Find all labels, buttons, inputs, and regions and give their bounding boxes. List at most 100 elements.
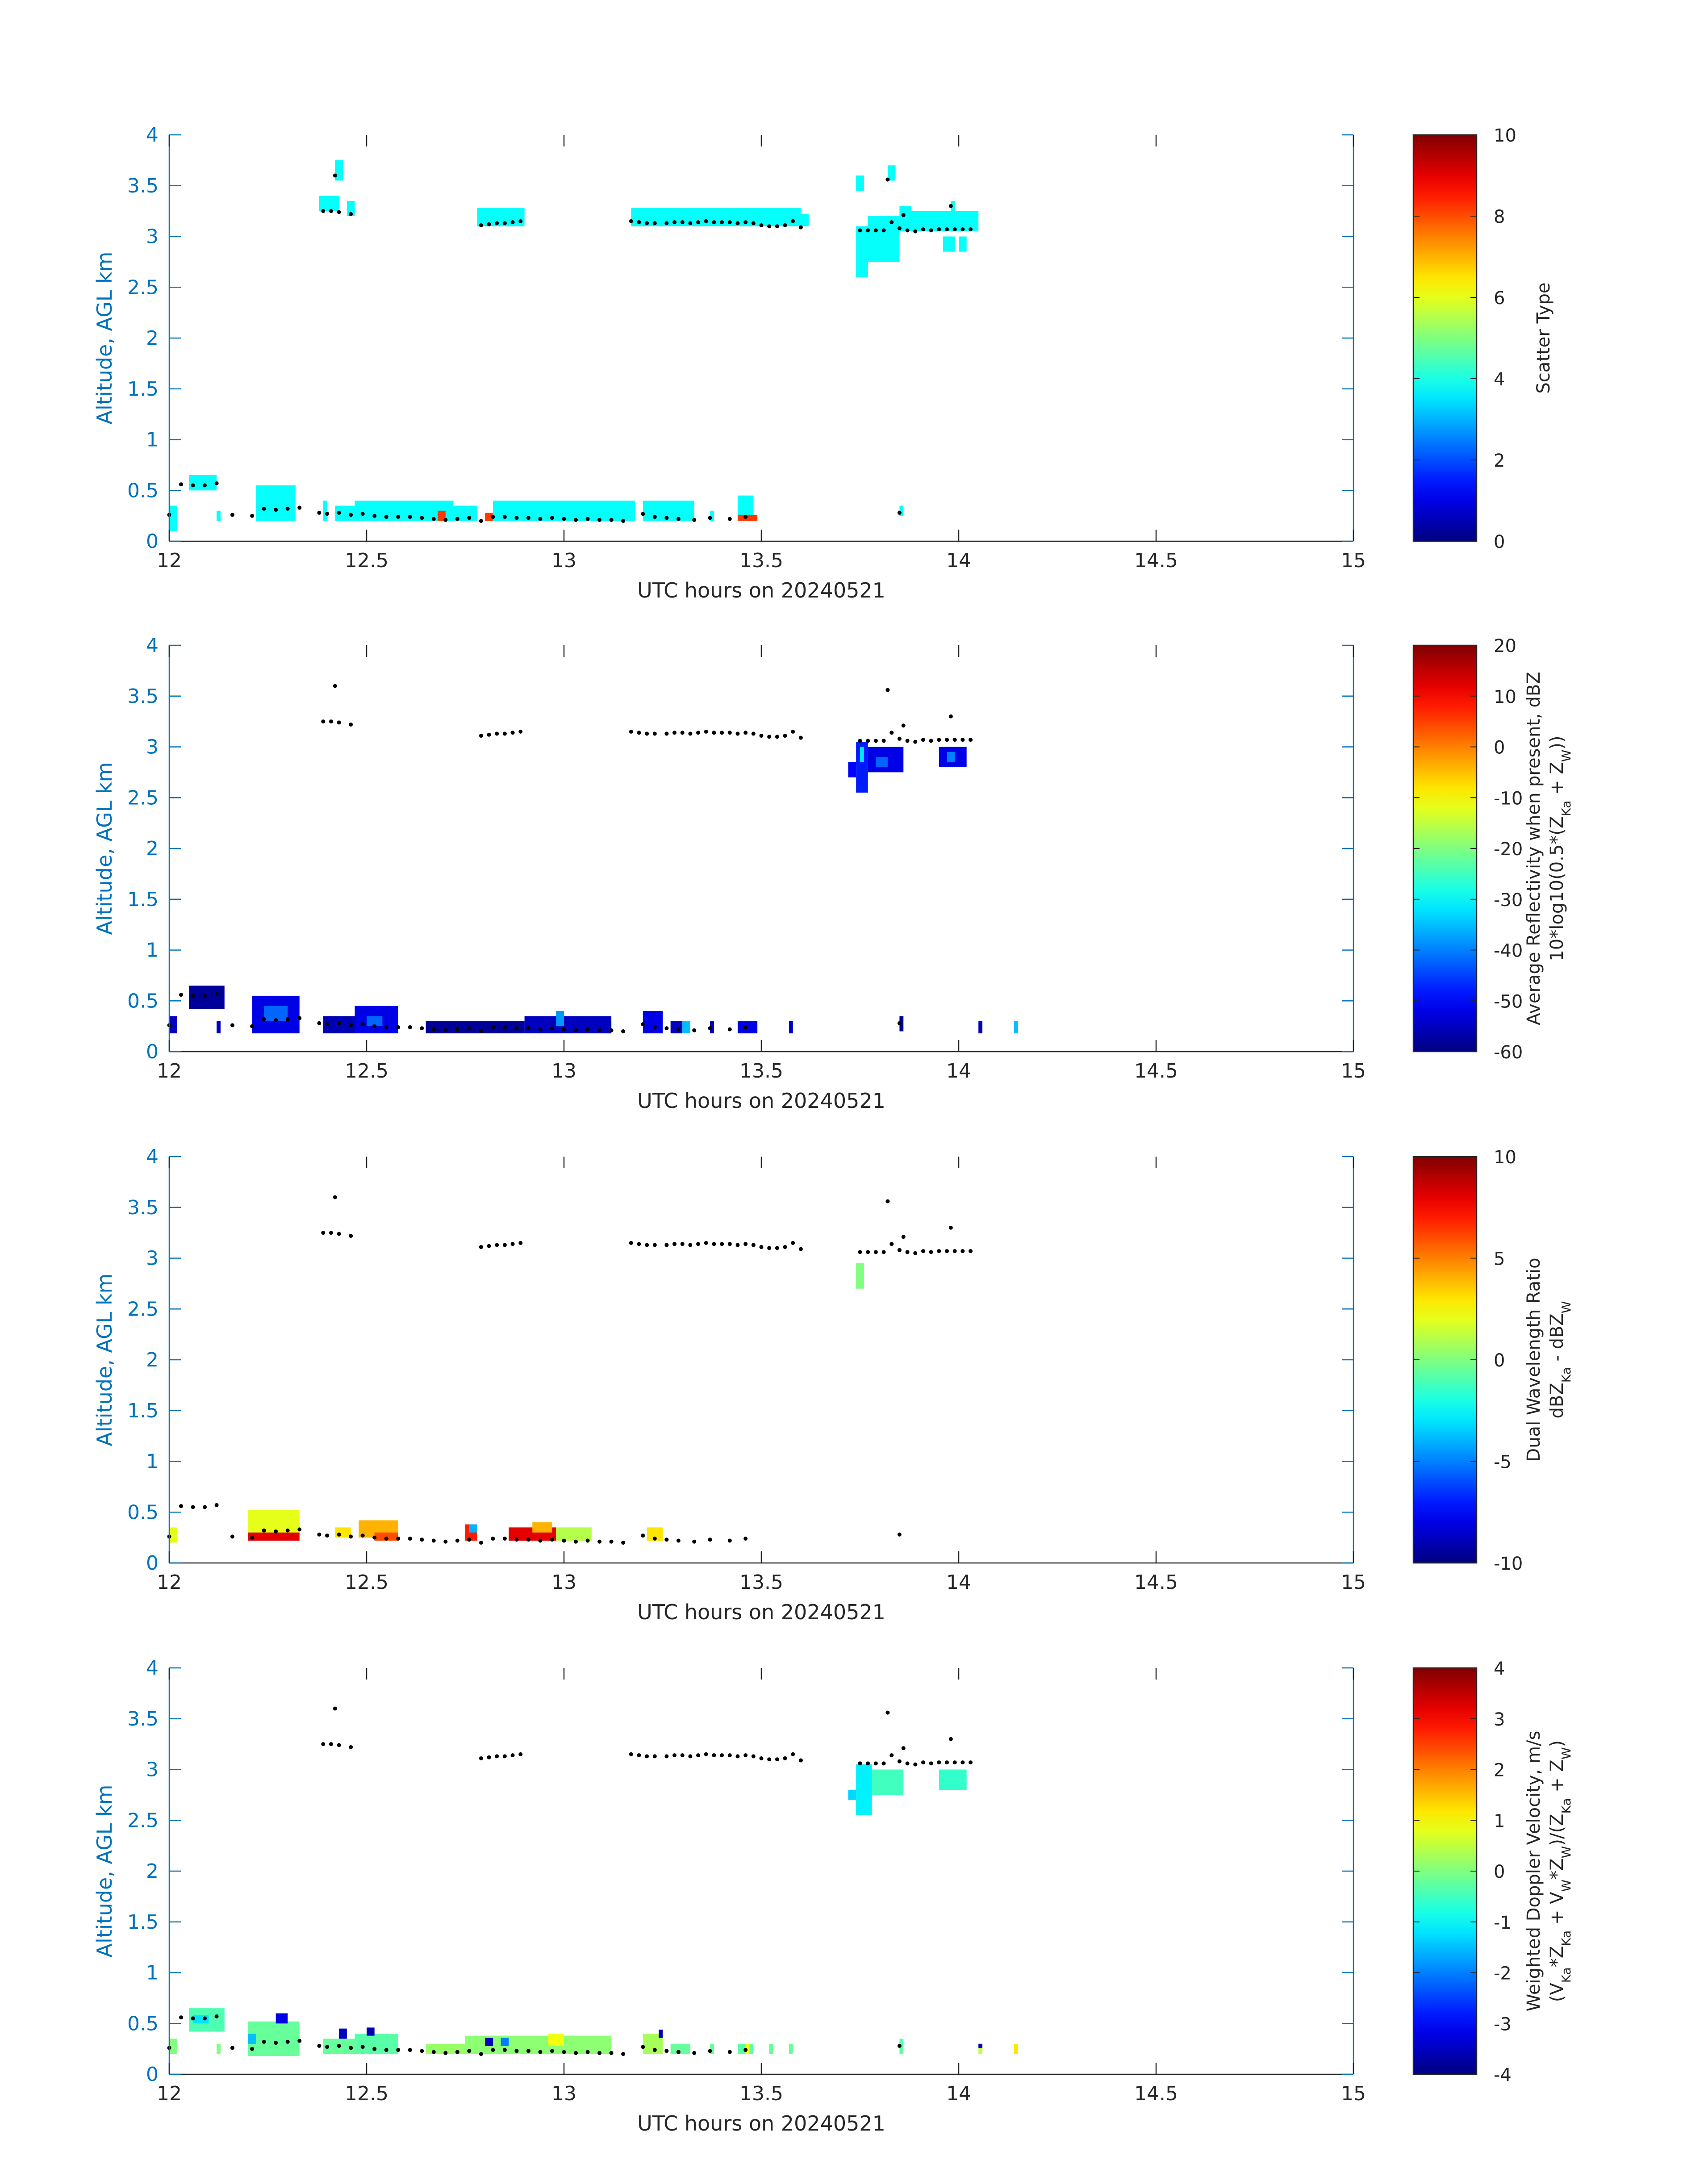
- y-tick-label: 0.5: [127, 990, 159, 1012]
- cloud-top-marker: [250, 2047, 255, 2051]
- cloud-top-marker: [652, 2047, 657, 2052]
- colorbar: -10 -5 0 5 10 Dual Wavelength Ratio dBZKa - dB…: [1412, 1147, 1574, 1574]
- cloud-top-marker: [274, 2040, 278, 2045]
- heatmap-cell: [501, 2038, 509, 2046]
- cloud-top-marker: [672, 731, 677, 735]
- cloud-top-marker: [467, 1026, 472, 1031]
- cloud-top-marker: [479, 2052, 483, 2056]
- cloud-top-marker: [897, 2043, 902, 2048]
- y-axis-label: Altitude, AGL km: [92, 1784, 117, 1957]
- cloud-top-marker: [767, 224, 772, 229]
- cloud-top-marker: [621, 2052, 626, 2056]
- cloud-top-marker: [885, 177, 890, 182]
- cloud-top-marker: [408, 514, 412, 519]
- heatmap-cell: [217, 1021, 221, 1034]
- colorbar-label: Scatter Type: [1533, 283, 1554, 394]
- cloud-top-marker: [641, 2045, 645, 2049]
- heatmap-cell: [959, 236, 967, 252]
- cloud-top-marker: [791, 1752, 795, 1756]
- y-tick-label: 2.5: [127, 276, 159, 299]
- panel-doppler-velocity: 12 12.5 13 13.5 14 14.5 1500.511.522.533.54UTC…: [92, 1657, 1574, 2135]
- heatmap-cell: [477, 208, 525, 226]
- cloud-top-marker: [495, 1754, 499, 1759]
- cloud-top-marker: [443, 2051, 448, 2055]
- cloud-top-marker: [901, 213, 906, 217]
- heatmap-cell: [189, 986, 225, 1009]
- colorbar-label: Weighted Doppler Velocity, m/s: [1524, 1731, 1544, 2012]
- x-tick-label: 13: [551, 549, 576, 572]
- heatmap-cells: [169, 1764, 1018, 2056]
- cloud-top-marker: [321, 209, 326, 213]
- cloud-top-marker: [688, 1243, 693, 1247]
- heatmap-cell: [631, 208, 801, 226]
- cloud-top-marker: [751, 731, 756, 736]
- cloud-top-marker: [420, 1538, 424, 1542]
- cloud-top-marker: [384, 1025, 388, 1029]
- cloud-top-marker: [297, 1527, 302, 1532]
- cloud-top-marker: [360, 1534, 365, 1538]
- cloud-top-marker: [179, 1504, 184, 1508]
- cloud-top-marker: [664, 2049, 669, 2053]
- cloud-top-marker: [672, 1753, 677, 1758]
- cloud-top-marker: [696, 220, 701, 225]
- cloud-top-marker: [727, 731, 732, 735]
- cloud-top-marker: [952, 1249, 957, 1254]
- cloud-top-marker: [720, 1242, 724, 1246]
- x-tick-label: 12: [157, 549, 182, 572]
- cloud-top-marker: [680, 1753, 685, 1758]
- cloud-top-marker: [262, 1528, 266, 1533]
- cloud-top-marker: [929, 739, 933, 743]
- cloud-top-marker: [609, 1539, 614, 1544]
- panel-dual-wavelength-ratio: 12 12.5 13 13.5 14 14.5 15 0 0.5 1 1.5 2 2.5 3 3.5 4 UTC…: [92, 1145, 1574, 1624]
- colorbar-tick-label: 10: [1494, 1147, 1516, 1168]
- cloud-top-marker: [952, 227, 957, 232]
- cloud-top-marker: [514, 516, 519, 520]
- cloud-top-marker: [629, 1752, 633, 1756]
- x-tick-label: 14.5: [1134, 549, 1178, 572]
- cloud-top-marker: [333, 684, 337, 688]
- cloud-top-marker: [325, 512, 330, 516]
- cloud-top-marker: [913, 1251, 918, 1255]
- cloud-top-marker: [692, 518, 697, 522]
- cloud-top-marker: [897, 736, 902, 741]
- y-tick-label: 0: [146, 2063, 159, 2086]
- x-axis-label: UTC hours on 20240521: [637, 578, 885, 602]
- colorbar-tick-label: 20: [1494, 636, 1516, 656]
- cloud-top-marker: [897, 1021, 902, 1025]
- y-tick-label: 2: [146, 1349, 159, 1371]
- cloud-top-marker: [179, 482, 184, 487]
- cloud-top-marker: [637, 731, 641, 735]
- x-tick-label: 13: [551, 1571, 576, 1594]
- cloud-top-marker: [929, 1761, 933, 1766]
- colorbar-tick-label: 2: [1494, 451, 1505, 471]
- cloud-top-marker: [408, 1025, 412, 1029]
- cloud-top-marker: [645, 221, 649, 226]
- cloud-top-marker: [913, 229, 918, 234]
- cloud-top-marker: [913, 740, 918, 744]
- cloud-top-marker: [873, 739, 878, 743]
- heatmap-cells: [169, 160, 979, 531]
- y-tick-label: 2: [146, 327, 159, 350]
- heatmap-cell: [899, 206, 911, 232]
- cloud-top-marker: [692, 1028, 697, 1032]
- cloud-top-marker: [487, 1755, 491, 1759]
- heatmap-cell: [469, 1524, 477, 1533]
- cloud-top-marker: [866, 739, 870, 743]
- cloud-top-marker: [937, 738, 941, 742]
- heatmap-cell: [801, 214, 809, 226]
- y-tick-label: 0.5: [127, 1501, 159, 1524]
- x-tick-label: 15: [1341, 549, 1366, 572]
- cloud-top-marker: [585, 517, 590, 521]
- cloud-top-marker: [550, 1026, 554, 1031]
- heatmap-cell: [868, 216, 900, 262]
- cloud-top-marker: [751, 1243, 756, 1247]
- cloud-top-marker: [214, 991, 219, 996]
- cloud-top-marker: [960, 1760, 965, 1765]
- cloud-top-marker: [708, 1538, 712, 1542]
- heatmap-cell: [355, 501, 454, 521]
- cloud-top-marker: [735, 1754, 740, 1759]
- cloud-top-marker: [510, 1242, 515, 1246]
- cloud-top-marker: [285, 1528, 290, 1533]
- cloud-top-marker: [518, 219, 523, 223]
- colorbar-gradient: [1412, 1667, 1478, 2075]
